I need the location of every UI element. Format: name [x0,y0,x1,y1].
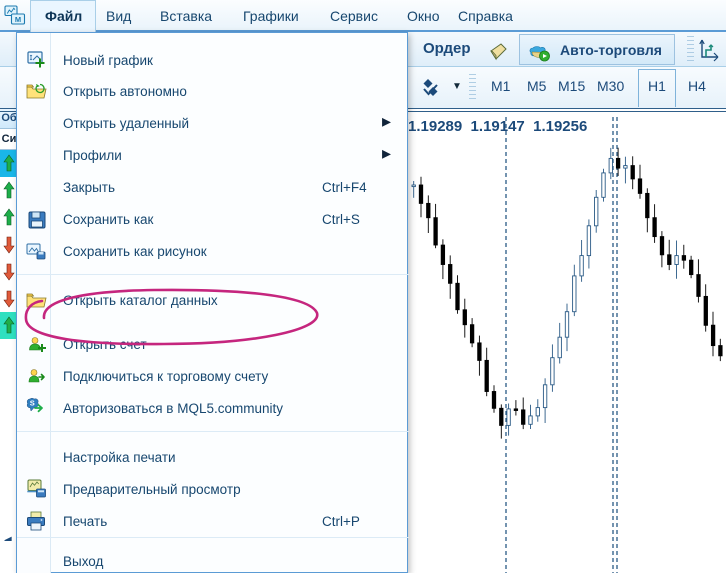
svg-text:S: S [30,398,35,407]
